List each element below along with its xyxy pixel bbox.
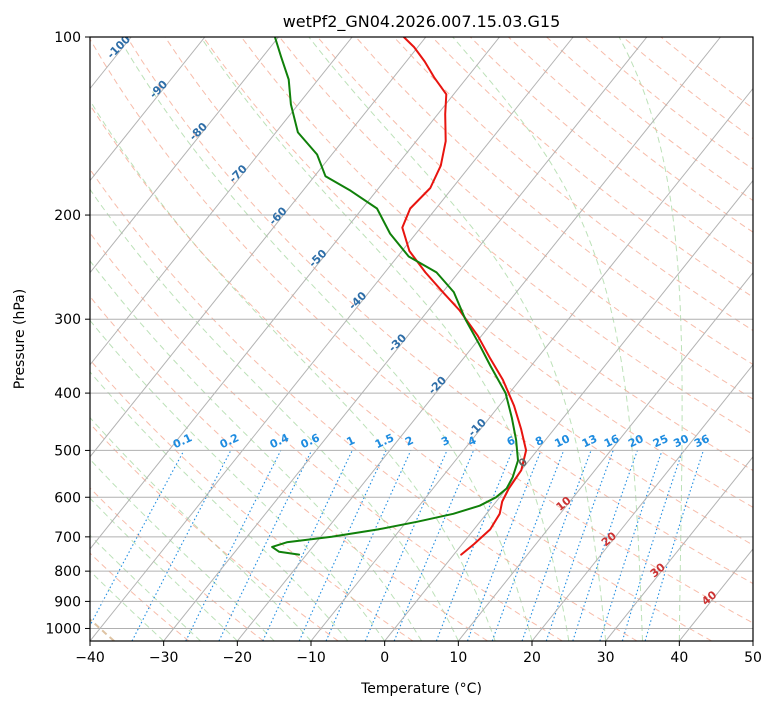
y-tick-label: 600 — [54, 490, 81, 506]
dry-adiabat-line — [126, 37, 753, 585]
isotherm-line — [163, 37, 648, 641]
dry-adiabat-line — [393, 37, 753, 332]
mixing-ratio-line — [621, 450, 684, 641]
isotherm-line — [605, 456, 753, 641]
mixing-ratio-line — [325, 450, 412, 641]
dry-adiabat-line — [90, 232, 563, 641]
y-tick-label: 500 — [54, 443, 81, 459]
axes: −40 −30 −20 −10 0 10 20 30 40 50 100 200 300 400 500 60… — [45, 30, 762, 666]
mixing-ratio-label: 10 — [553, 432, 573, 450]
dry-adiabat-line — [90, 552, 190, 641]
isotherm-line — [457, 271, 753, 641]
x-tick-label: 30 — [597, 650, 615, 666]
isotherm-line — [90, 37, 353, 366]
mixing-ratio-line — [466, 450, 542, 641]
dewpoint-profile-line — [271, 37, 519, 556]
isotherm-line — [90, 37, 574, 641]
isotherm-line — [384, 179, 753, 641]
moist-adiabat-line — [90, 319, 386, 641]
y-tick-label: 700 — [54, 530, 81, 546]
dry-adiabat-line — [90, 168, 638, 641]
mixing-ratio-label: 25 — [651, 432, 670, 450]
dry-adiabat-line — [90, 104, 712, 641]
mixing-ratio-line — [521, 450, 592, 641]
mixing-ratio-line — [599, 450, 663, 641]
isotherm-line — [90, 37, 427, 458]
y-tick-label: 1000 — [45, 621, 81, 637]
x-tick-label: 50 — [744, 650, 762, 666]
mixing-ratio-line — [491, 450, 565, 641]
moist-adiabat-line — [90, 99, 496, 641]
moist-adiabat-line — [125, 49, 533, 641]
dry-adiabat-line — [355, 37, 753, 366]
isotherm-line — [90, 37, 279, 274]
profile-lines — [271, 37, 528, 556]
moist-adiabat-line — [90, 371, 349, 641]
moist-adiabat-line — [452, 37, 643, 641]
mixing-ratio-label: 13 — [580, 432, 599, 450]
moist-adiabat-line — [90, 497, 238, 641]
y-tick-label: 400 — [54, 386, 81, 402]
x-tick-label: −40 — [75, 650, 105, 666]
isotherm-line — [90, 37, 500, 550]
mixing-ratio-line — [90, 450, 185, 627]
moist-adiabat-line — [308, 37, 607, 641]
dry-adiabats — [90, 37, 753, 641]
mixing-ratio-label: 16 — [602, 432, 622, 450]
isotherm-line — [531, 363, 753, 641]
y-tick-label: 800 — [54, 564, 81, 580]
x-tick-label: −10 — [296, 650, 326, 666]
moist-adiabat-line — [200, 37, 570, 641]
mixing-ratio-line — [545, 450, 614, 641]
chart-title: wetPf2_GN04.2026.007.15.03.G15 — [283, 12, 561, 32]
dry-adiabat-line — [90, 38, 753, 624]
mixing-ratio-line — [364, 450, 448, 641]
dry-adiabat-line — [90, 422, 339, 641]
plot-frame — [89, 36, 754, 642]
isotherm-line — [310, 87, 753, 641]
dry-adiabat-line — [164, 37, 753, 546]
x-tick-label: 10 — [449, 650, 467, 666]
x-tick-label: 40 — [670, 650, 688, 666]
moist-adiabat-line — [90, 260, 422, 641]
mixing-ratio-label: 30 — [671, 432, 691, 450]
dry-adiabat-line — [202, 37, 753, 508]
y-axis-title: Pressure (hPa) — [12, 289, 28, 389]
mixing-ratio-label: 36 — [692, 432, 712, 450]
y-tick-label: 300 — [54, 312, 81, 328]
dry-adiabat-line — [90, 295, 488, 641]
x-tick-label: 20 — [523, 650, 541, 666]
y-tick-label: 100 — [54, 30, 81, 46]
x-tick-label: 0 — [380, 650, 389, 666]
mixing-ratio-line — [185, 450, 282, 641]
mixing-ratio-label: 20 — [626, 432, 646, 450]
x-tick-label: −20 — [223, 650, 253, 666]
y-tick-label: 200 — [54, 208, 81, 224]
x-tick-label: −30 — [149, 650, 179, 666]
moist-adiabat-line — [90, 416, 312, 641]
y-tick-label: 900 — [54, 594, 81, 610]
mixing-ratio-line — [572, 450, 638, 641]
x-axis-title: Temperature (°C) — [360, 681, 482, 697]
plot-area: 0.1 0.2 0.4 0.6 1 1.5 2 3 4 6 8 10 13 16 20 25 30 36-100-… — [90, 37, 753, 641]
temperature-profile-line — [401, 37, 528, 556]
isotherm-line — [90, 37, 206, 182]
dry-adiabat-line — [317, 37, 753, 400]
mixing-ratio-line — [435, 450, 514, 641]
